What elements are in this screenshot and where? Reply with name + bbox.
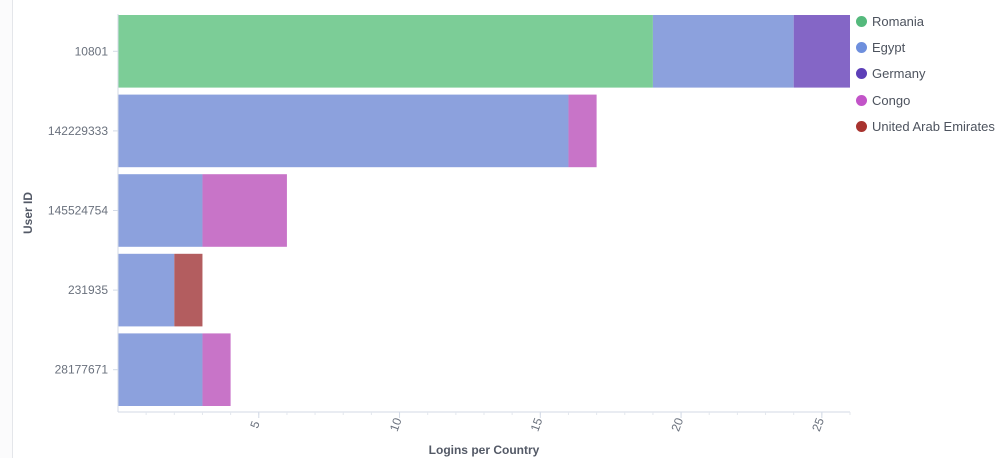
legend-item-congo[interactable]: Congo [856, 87, 995, 113]
y-tick-label: 10801 [75, 44, 109, 58]
y-tick-label: 231935 [68, 283, 108, 297]
y-tick-label: 142229333 [48, 124, 108, 138]
x-axis-title: Logins per Country [429, 443, 540, 457]
legend-label: Egypt [872, 39, 906, 55]
bar-10801-egypt[interactable] [652, 15, 794, 88]
legend-item-romania[interactable]: Romania [856, 8, 995, 34]
bar-28177671-congo[interactable] [202, 333, 231, 406]
legend-label: Germany [872, 66, 926, 82]
legend-item-egypt[interactable]: Egypt [856, 34, 995, 60]
bars-group [118, 15, 850, 406]
panel-frame-left [0, 0, 13, 458]
bar-145524754-egypt[interactable] [118, 174, 203, 247]
legend-label: Congo [872, 92, 911, 108]
bar-10801-germany[interactable] [793, 15, 850, 88]
bar-142229333-congo[interactable] [568, 94, 597, 168]
x-tick-label: 5 [247, 419, 263, 430]
x-tick-label: 20 [668, 416, 686, 434]
x-axis-ticks: 5 10 15 20 25 [145, 412, 851, 434]
legend-item-germany[interactable]: Germany [856, 61, 995, 87]
bar-28177671-egypt[interactable] [118, 333, 203, 406]
legend-swatch-icon [856, 15, 867, 27]
bar-145524754-congo[interactable] [202, 174, 287, 247]
y-axis-title: User ID [21, 192, 35, 234]
bar-10801-romania[interactable] [118, 15, 653, 88]
legend-swatch-icon [856, 94, 867, 106]
bar-231935-united-arab-emirates[interactable] [174, 253, 203, 327]
legend-item-united-arab-emirates[interactable]: United Arab Emirates [856, 113, 995, 139]
legend-label: Romania [872, 13, 925, 29]
legend-label: United Arab Emirates [872, 118, 995, 134]
x-tick-label: 15 [528, 416, 546, 434]
x-tick-label: 25 [809, 416, 827, 434]
bar-142229333-egypt[interactable] [118, 94, 569, 168]
y-tick-label: 28177671 [55, 363, 109, 377]
y-tick-label: 145524754 [48, 204, 108, 218]
legend-swatch-icon [856, 120, 867, 132]
bar-231935-egypt[interactable] [118, 253, 175, 327]
legend-swatch-icon [856, 68, 867, 80]
x-tick-label: 10 [387, 416, 405, 434]
legend-swatch-icon [856, 41, 867, 53]
chart-legend: Romania Egypt Germany Congo United Arab Emir… [856, 8, 995, 139]
y-axis-ticks: 10801 142229333 145524754 231935 28177671 [48, 44, 118, 377]
